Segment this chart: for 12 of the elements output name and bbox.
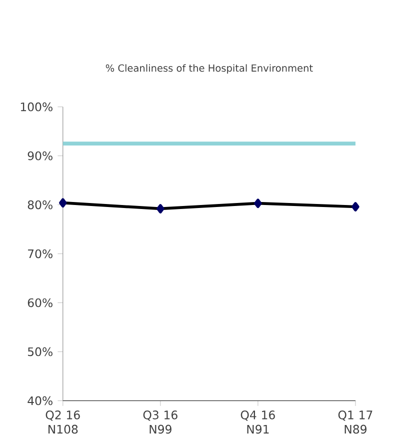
- y-tick-label: 90%: [28, 151, 52, 160]
- x-tick-label: Q3 16 N99: [143, 410, 178, 434]
- y-tick-label: 50%: [28, 347, 52, 356]
- x-tick-label: Q2 16 N108: [46, 410, 80, 434]
- y-tick-label: 40%: [28, 396, 52, 406]
- x-tick-label: Q1 17 N89: [338, 410, 372, 434]
- y-tick-label: 70%: [28, 249, 52, 258]
- y-tick-label: 60%: [28, 298, 52, 308]
- x-tick-label: Q4 16 N91: [240, 410, 275, 434]
- chart-title: % Cleanliness of the Hospital Environment: [106, 64, 313, 74]
- y-tick-label: 100%: [20, 102, 52, 112]
- y-tick-label: 80%: [28, 200, 52, 210]
